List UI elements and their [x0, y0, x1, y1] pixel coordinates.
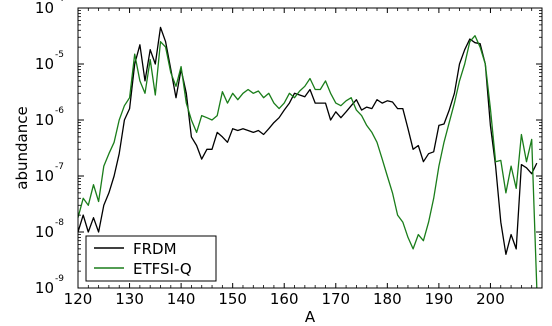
plot-lines	[77, 26, 538, 289]
y-tick-exponent: -6	[55, 106, 64, 116]
x-tick-label: 160	[270, 290, 299, 308]
legend: FRDM ETFSI-Q	[85, 235, 217, 282]
legend-label-frdm: FRDM	[133, 240, 177, 258]
x-tick-label: 120	[64, 290, 93, 308]
legend-label-etfsi-q: ETFSI-Q	[133, 260, 192, 278]
y-tick-labels: 10-410-510-610-710-810-9	[35, 0, 64, 297]
y-tick-exponent: -5	[55, 50, 64, 60]
x-tick-label: 190	[425, 290, 454, 308]
y-tick-base: 10	[35, 111, 54, 129]
y-tick-exponent: -7	[55, 162, 64, 172]
y-tick-base: 10	[35, 0, 54, 17]
x-tick-labels: 120 130 140 150 160 170 180 190 200	[64, 290, 505, 308]
x-tick-label: 170	[321, 290, 350, 308]
y-tick-exponent: -9	[55, 274, 64, 284]
y-tick-exponent: -8	[55, 218, 64, 228]
x-tick-label: 140	[167, 290, 196, 308]
legend-box	[85, 235, 217, 282]
x-tick-label: 150	[218, 290, 247, 308]
y-tick-base: 10	[35, 55, 54, 73]
x-tick-label: 200	[476, 290, 505, 308]
x-tick-label: 180	[373, 290, 402, 308]
series-line-etfsi-q	[77, 35, 538, 289]
y-tick-base: 10	[35, 223, 54, 241]
y-tick-base: 10	[35, 167, 54, 185]
plot-frame	[77, 7, 543, 289]
y-axis-label: abundance	[13, 106, 31, 189]
x-axis-label: A	[305, 308, 316, 326]
y-tick-exponent: -4	[55, 0, 64, 4]
x-tick-label: 130	[115, 290, 144, 308]
y-tick-base: 10	[35, 279, 54, 297]
series-line-frdm	[77, 26, 538, 255]
